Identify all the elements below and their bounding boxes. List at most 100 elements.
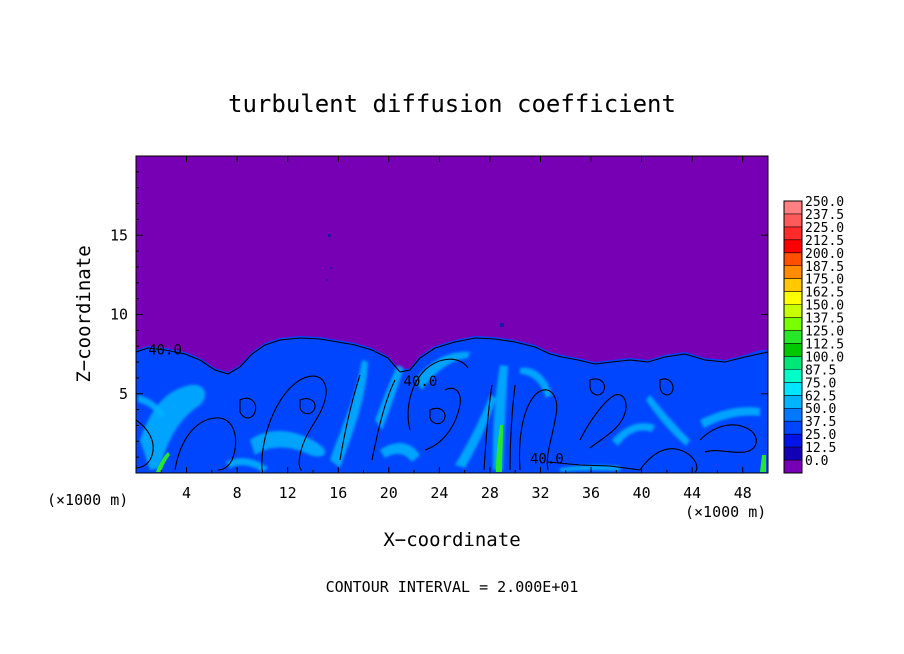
colorbar-swatch [784, 252, 802, 267]
colorbar-swatch [784, 201, 802, 215]
plume [612, 423, 655, 446]
y-tick-label: 5 [119, 385, 128, 403]
x-tick-label: 36 [582, 484, 600, 502]
colorbar-swatch [784, 421, 802, 435]
colorbar-swatch [784, 239, 802, 254]
x-tick-label: 8 [233, 484, 242, 502]
colorbar-label: 37.5 [805, 415, 836, 430]
plume [380, 443, 420, 462]
plume [415, 351, 470, 390]
x-tick-label: 20 [380, 484, 398, 502]
colorbar-label: 112.5 [805, 337, 844, 352]
colorbar-swatch [784, 408, 802, 422]
colorbar-swatch [784, 291, 802, 305]
colorbar-swatch [784, 213, 802, 228]
colorbar-label: 125.0 [805, 325, 844, 340]
colorbar-label: 137.5 [805, 312, 844, 327]
plume [560, 464, 620, 472]
x-tick-label: 12 [279, 484, 297, 502]
contour-line [589, 378, 606, 396]
plume [226, 458, 268, 472]
contour-line [579, 394, 627, 449]
colorbar-label: 62.5 [805, 389, 836, 404]
colorbar-label: 100.0 [805, 350, 844, 365]
colorbar-label: 237.5 [805, 208, 844, 223]
colorbar-label: 175.0 [805, 273, 844, 288]
colorbar-label: 200.0 [805, 247, 844, 262]
colorbar-swatch [784, 343, 802, 357]
hotspot [496, 425, 503, 472]
contour-line [239, 397, 257, 419]
y-tick-label: 15 [110, 226, 128, 244]
dot [330, 267, 332, 269]
hotspot [156, 452, 170, 472]
plume [140, 384, 206, 470]
contour-label: 40.0 [530, 452, 564, 468]
y-tick-label: 10 [110, 306, 128, 324]
colorbar-label: 250.0 [805, 195, 844, 210]
x-tick-label: 32 [531, 484, 549, 502]
colorbar-swatch [784, 460, 802, 474]
contour-line [424, 387, 461, 451]
colorbar-swatch [784, 304, 802, 318]
colorbar-label: 25.0 [805, 428, 836, 443]
colorbar-swatch [784, 265, 802, 280]
contour-interval-footer: CONTOUR INTERVAL = 2.000E+01 [326, 578, 579, 596]
colorbar-swatch [784, 317, 802, 331]
contour-line [339, 374, 361, 461]
colorbar-label: 12.5 [805, 441, 836, 456]
contour-line [639, 448, 698, 473]
contour-line [519, 389, 558, 471]
colorbar-swatch [784, 382, 802, 396]
x-tick-label: 4 [182, 484, 191, 502]
colorbar-label: 150.0 [805, 299, 844, 314]
contour-line [371, 379, 396, 461]
colorbar-swatch [784, 330, 802, 344]
colorbar-label: 87.5 [805, 363, 836, 378]
x-axis-label: X−coordinate [383, 529, 520, 551]
contour-line [699, 424, 757, 453]
colorbar-label: 225.0 [805, 221, 844, 236]
plot-area: 40.0 40.0 40.0 [136, 156, 768, 473]
plume [138, 395, 165, 418]
x-tick-label: 48 [734, 484, 752, 502]
colorbar-label: 0.0 [805, 454, 828, 469]
contour-line [299, 398, 316, 415]
contour-line [407, 358, 469, 431]
colorbar-label: 50.0 [805, 402, 836, 417]
dot [326, 279, 328, 281]
contour-line [174, 417, 237, 471]
x-unit-right: (×1000 m) [685, 503, 766, 521]
colorbar-swatch [784, 395, 802, 409]
colorbar-swatch [784, 226, 802, 241]
plume [646, 395, 690, 446]
colorbar-swatch [784, 434, 802, 448]
dot [328, 234, 331, 237]
colorbar-swatch [784, 447, 802, 461]
contour-line [659, 378, 674, 396]
x-tick-label: 16 [329, 484, 347, 502]
plume [700, 407, 760, 428]
x-tick-label: 28 [481, 484, 499, 502]
plume [455, 395, 496, 468]
x-tick-label: 40 [633, 484, 651, 502]
x-unit-left: (×1000 m) [47, 491, 128, 509]
x-tick-label: 24 [430, 484, 448, 502]
contour-line [483, 384, 493, 471]
y-axis-label: Z−coordinate [73, 245, 95, 382]
contour-line [429, 407, 446, 425]
contour-line [136, 337, 768, 375]
colorbar-label: 212.5 [805, 234, 844, 249]
contour-label: 40.0 [404, 374, 438, 390]
colorbar-label: 162.5 [805, 286, 844, 301]
plume [492, 365, 508, 470]
colorbar-swatch [784, 369, 802, 383]
colorbar-label: 75.0 [805, 376, 836, 391]
dot [500, 323, 504, 327]
contour-line [136, 419, 154, 469]
hotspot [760, 455, 766, 472]
contour-line [509, 384, 516, 471]
contour-line [547, 461, 641, 471]
plume [375, 365, 404, 430]
